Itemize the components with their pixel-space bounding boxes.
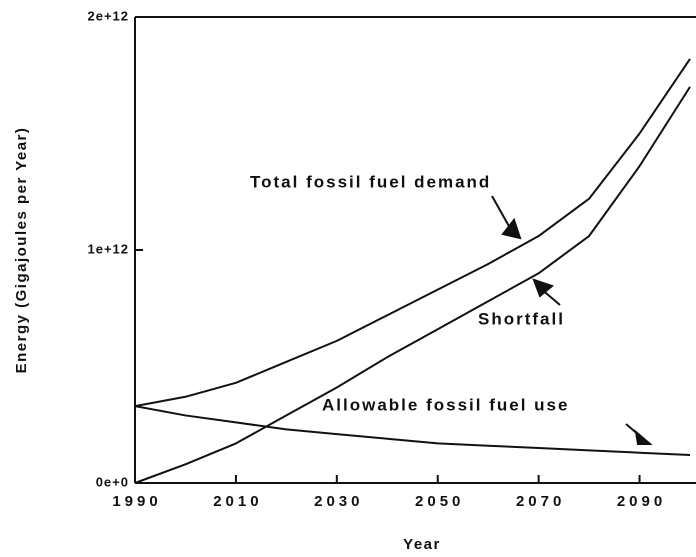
annotation: Shortfall xyxy=(478,309,565,328)
annotation-arrows xyxy=(491,195,653,445)
x-tick-label: 2090 xyxy=(617,493,666,510)
annotation: Allowable fossil fuel use xyxy=(322,395,569,414)
x-axis-title: Year xyxy=(403,536,441,553)
x-tick-label: 2030 xyxy=(314,493,363,510)
data-line xyxy=(135,405,691,457)
y-tick-label: 2e+12 xyxy=(87,8,129,23)
x-tick-label: 2050 xyxy=(415,493,464,510)
y-axis-title: Energy (Gigajoules per Year) xyxy=(13,127,30,374)
x-tick-label: 2070 xyxy=(516,493,565,510)
plot-area xyxy=(135,58,691,484)
y-tick-label: 0e+0 xyxy=(96,474,129,489)
annotation: Total fossil fuel demand xyxy=(250,172,491,191)
y-tick-label: 1e+12 xyxy=(87,241,129,256)
x-tick-label: 2010 xyxy=(213,493,262,510)
data-line xyxy=(135,58,691,408)
x-tick-label: 1990 xyxy=(112,493,161,510)
data-line xyxy=(135,86,691,484)
